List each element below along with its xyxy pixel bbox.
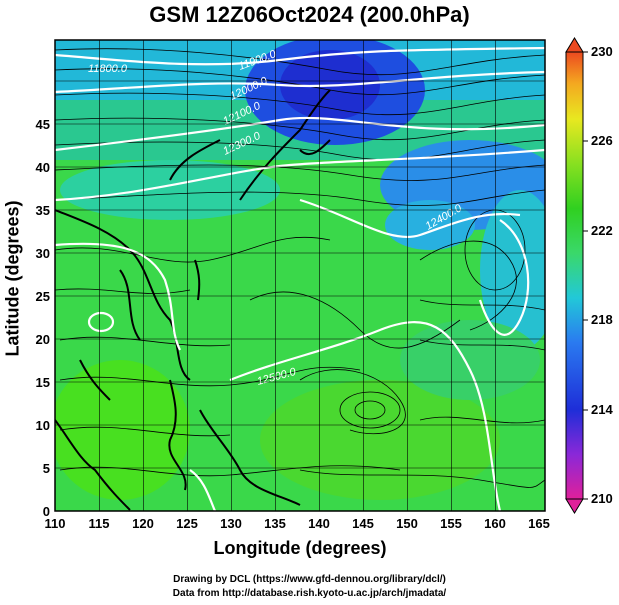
colorbar-tick-label: 222 (591, 223, 613, 238)
y-tick-label: 20 (36, 332, 50, 347)
grid-lines (54, 40, 545, 511)
wind-streamlines (55, 48, 545, 488)
x-tick-label: 150 (396, 516, 418, 531)
x-axis-label: Longitude (degrees) (213, 538, 387, 558)
coastlines (55, 89, 331, 511)
credit-data: Data from http://database.rish.kyoto-u.a… (172, 588, 447, 599)
x-tick-label: 155 (440, 516, 462, 531)
colorbar-min-arrow (565, 498, 584, 514)
colorbar-max-arrow (565, 37, 584, 53)
y-tick-label: 30 (36, 246, 50, 261)
x-tick-labels: 110 115 120 125 130 135 140 145 150 155 … (45, 516, 550, 531)
x-tick-label: 135 (264, 516, 286, 531)
y-tick-label: 10 (36, 418, 50, 433)
temperature-field (55, 40, 545, 511)
x-tick-label: 130 (220, 516, 242, 531)
plot-frame (54, 39, 546, 512)
colorbar-tick-label: 210 (591, 491, 613, 506)
colorbar-tick-label: 226 (591, 133, 613, 148)
y-tick-label: 5 (43, 461, 50, 476)
colorbar-tick-label: 214 (591, 402, 613, 417)
x-tick-label: 140 (308, 516, 330, 531)
height-contours (55, 46, 545, 511)
y-tick-label: 25 (36, 289, 50, 304)
x-tick-label: 145 (352, 516, 374, 531)
contour-label: 11800.0 (88, 63, 128, 75)
y-tick-label: 45 (36, 117, 50, 132)
x-tick-label: 115 (89, 516, 110, 531)
y-tick-label: 40 (36, 160, 50, 175)
map-title: GSM 12Z06Oct2024 (200.0hPa) (149, 2, 470, 27)
x-tick-label: 160 (484, 516, 506, 531)
y-tick-label: 0 (43, 504, 50, 519)
colorbar: 210 214 218 222 226 230 (565, 37, 613, 514)
y-axis-label: Latitude (degrees) (2, 200, 23, 357)
y-tick-label: 15 (36, 375, 50, 390)
colorbar-tick-label: 218 (591, 312, 613, 327)
x-tick-label: 125 (176, 516, 198, 531)
x-tick-label: 165 (528, 516, 550, 531)
x-tick-label: 120 (132, 516, 154, 531)
y-tick-labels: 0 5 10 15 20 25 30 35 40 45 (36, 117, 50, 519)
credit-drawing: Drawing by DCL (https://www.gfd-dennou.o… (173, 574, 446, 585)
y-tick-label: 35 (36, 203, 50, 218)
x-tick-label: 110 (45, 516, 66, 531)
colorbar-tick-label: 230 (591, 44, 613, 59)
